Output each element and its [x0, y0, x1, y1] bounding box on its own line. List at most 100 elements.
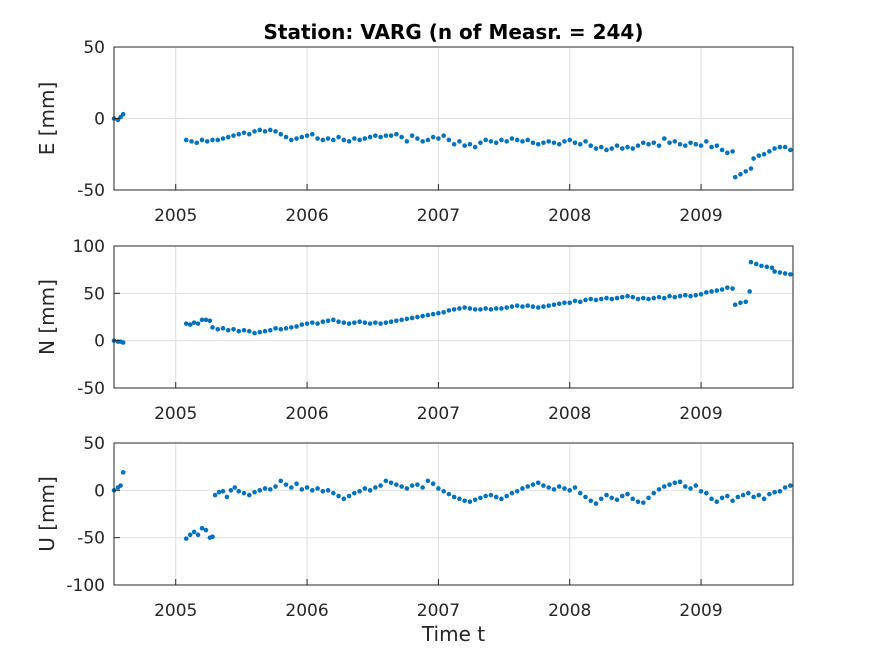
data-point [541, 140, 546, 146]
data-point [725, 493, 730, 499]
data-point [436, 136, 441, 141]
data-point [436, 486, 441, 491]
data-point [525, 303, 531, 308]
x-tick-label: 2006 [285, 404, 328, 424]
data-point [341, 496, 347, 502]
data-point [756, 492, 762, 498]
data-point [520, 486, 525, 491]
data-point [593, 297, 599, 303]
data-point [399, 317, 404, 323]
data-point [588, 296, 594, 302]
data-point [667, 140, 672, 146]
data-point [331, 317, 336, 323]
data-point [499, 306, 504, 311]
data-point [436, 310, 441, 316]
data-point [683, 292, 688, 298]
data-point [388, 133, 394, 138]
data-point [252, 489, 257, 495]
data-point [746, 490, 751, 496]
data-point [420, 139, 425, 144]
data-point [187, 532, 193, 538]
data-point [204, 139, 210, 144]
data-point [199, 525, 205, 531]
data-point [425, 312, 431, 318]
data-point [472, 307, 478, 312]
data-point [656, 487, 662, 492]
data-point [462, 498, 467, 504]
data-point [562, 300, 567, 306]
y-tick-label: -100 [66, 576, 105, 596]
data-point [772, 489, 777, 495]
data-point [577, 299, 583, 305]
data-point [719, 147, 725, 153]
data-point [709, 289, 714, 294]
data-point [493, 140, 499, 146]
data-point [346, 493, 352, 499]
data-point [672, 294, 678, 300]
data-point [378, 321, 383, 326]
y-tick-label: -50 [77, 181, 105, 201]
x-tick-label: 2005 [154, 206, 197, 226]
panel-E: 2005 2006 2007 2008 2009 -50 0 50 E [mm] Station:… [35, 20, 794, 226]
data-point [120, 470, 126, 475]
data-point [394, 482, 399, 487]
data-point [753, 261, 759, 267]
data-point [273, 326, 278, 331]
data-point [367, 134, 373, 140]
data-point [499, 496, 504, 502]
data-point [483, 137, 488, 143]
data-point [210, 137, 215, 143]
data-point [404, 316, 410, 322]
data-point [441, 488, 446, 494]
data-point [299, 134, 305, 140]
data-point [646, 296, 651, 302]
y-axis-label: N [mm] [35, 279, 59, 355]
data-point [220, 326, 226, 331]
y-tick-label: 100 [73, 237, 105, 257]
data-point [777, 488, 783, 494]
data-point [299, 322, 305, 327]
data-point [683, 143, 688, 148]
data-point [588, 143, 594, 148]
data-point [467, 306, 473, 311]
data-point [320, 488, 326, 494]
data-point [472, 497, 478, 503]
data-point [514, 303, 520, 308]
data-point [246, 328, 252, 334]
data-point [530, 482, 536, 487]
y-tick-label: 50 [83, 434, 105, 454]
data-point [394, 318, 399, 324]
x-tick-label: 2009 [679, 601, 722, 621]
data-point [667, 482, 672, 487]
data-point [609, 296, 615, 302]
y-tick-label: 50 [83, 38, 105, 58]
data-point [228, 488, 234, 493]
data-point [232, 485, 238, 490]
data-point [509, 304, 515, 309]
data-point [483, 306, 488, 311]
data-point [761, 496, 767, 502]
data-point [415, 314, 420, 320]
data-point [509, 490, 515, 496]
data-point [446, 137, 452, 143]
data-point [236, 131, 242, 137]
data-point [782, 485, 788, 490]
data-point [246, 492, 252, 498]
data-point [751, 156, 756, 161]
data-point [267, 487, 273, 492]
y-tick-label: 0 [94, 481, 105, 501]
data-point [325, 318, 331, 324]
data-point [609, 495, 615, 501]
data-point [514, 137, 520, 143]
data-point [257, 127, 263, 133]
data-point [725, 285, 730, 290]
data-point [409, 315, 415, 321]
data-point [683, 484, 688, 489]
data-point [677, 141, 683, 147]
data-point [672, 480, 678, 486]
data-point [373, 320, 378, 325]
data-point [530, 304, 536, 309]
data-point [183, 321, 189, 326]
data-point [535, 141, 541, 147]
